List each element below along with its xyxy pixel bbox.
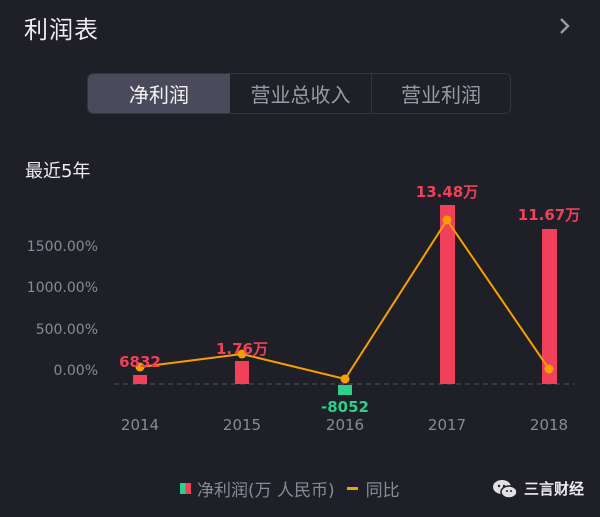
- chart-legend: 净利润(万 人民币) 同比: [180, 476, 400, 501]
- value-labels: 6832 1.76万 -8052 13.48万 11.67万: [119, 183, 580, 416]
- chart-subtitle: 最近5年: [25, 161, 91, 182]
- svg-text:6832: 6832: [119, 353, 161, 371]
- svg-text:2014: 2014: [121, 416, 159, 434]
- chart: 1500.00% 1000.00% 500.00% 0.00% 6832 1.7…: [27, 183, 580, 434]
- legend-line-label[interactable]: 同比: [365, 481, 400, 501]
- line-legend-swatch-icon: [346, 487, 358, 490]
- x-axis-labels: 2014 2015 2016 2017 2018: [121, 416, 568, 434]
- svg-text:1000.00%: 1000.00%: [27, 280, 98, 296]
- legend-bar-label[interactable]: 净利润(万 人民币): [197, 481, 335, 501]
- svg-text:2016: 2016: [326, 416, 364, 434]
- brand-watermark: 三言财经: [492, 478, 584, 499]
- yoy-line: [135, 215, 554, 384]
- wechat-icon: [493, 479, 518, 499]
- svg-text:2017: 2017: [428, 416, 466, 434]
- svg-text:-8052: -8052: [321, 398, 369, 416]
- chevron-right-icon[interactable]: [556, 16, 574, 36]
- svg-text:2018: 2018: [530, 416, 568, 434]
- tab-operating-profit[interactable]: 营业利润: [401, 83, 481, 107]
- metric-tabs: 净利润 营业总收入 营业利润: [87, 73, 511, 114]
- svg-text:1.76万: 1.76万: [216, 340, 268, 358]
- y-axis-labels: 1500.00% 1000.00% 500.00% 0.00%: [27, 239, 98, 379]
- page-title: 利润表: [24, 16, 99, 44]
- svg-text:500.00%: 500.00%: [36, 322, 98, 338]
- svg-text:2015: 2015: [223, 416, 261, 434]
- bar-2016: [338, 385, 352, 395]
- tab-total-revenue[interactable]: 营业总收入: [230, 74, 372, 113]
- bar-legend-swatch-icon: [180, 483, 191, 494]
- svg-text:0.00%: 0.00%: [54, 363, 98, 379]
- svg-text:13.48万: 13.48万: [416, 183, 478, 201]
- bars: [133, 205, 557, 395]
- brand-name: 三言财经: [524, 480, 585, 498]
- svg-text:11.67万: 11.67万: [518, 206, 580, 224]
- bar-2015: [235, 361, 249, 384]
- bar-2018: [542, 229, 557, 384]
- bar-2017: [440, 205, 455, 384]
- bar-2014: [133, 375, 147, 384]
- svg-text:1500.00%: 1500.00%: [27, 239, 98, 255]
- tab-net-profit[interactable]: 净利润: [88, 74, 230, 113]
